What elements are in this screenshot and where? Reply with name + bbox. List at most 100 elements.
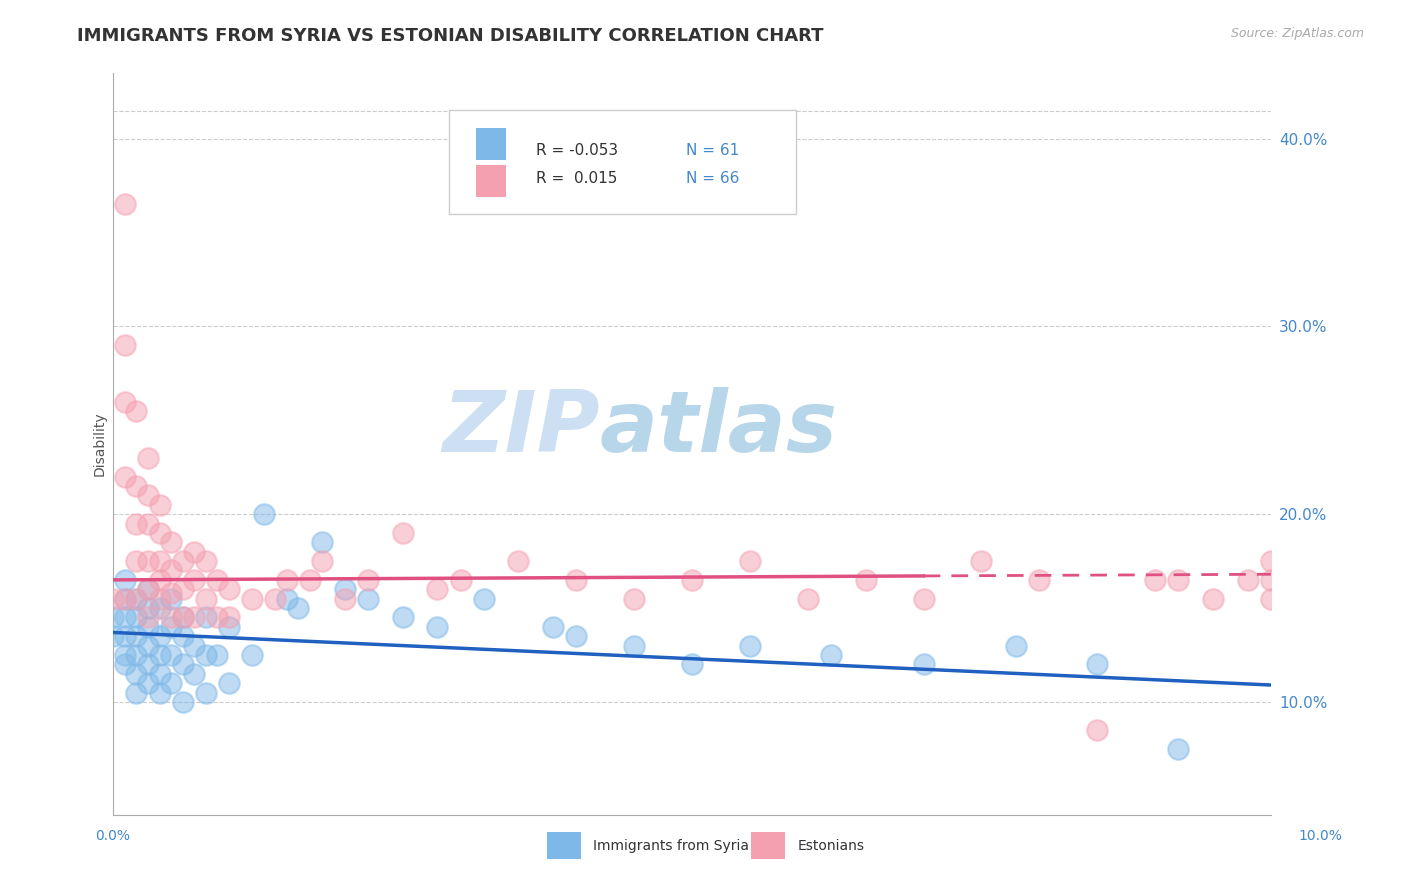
Point — [218, 582, 240, 597]
Point — [797, 591, 820, 606]
FancyBboxPatch shape — [751, 832, 785, 859]
Point — [1260, 554, 1282, 568]
Point — [1167, 742, 1189, 756]
Point — [148, 525, 170, 540]
Point — [114, 394, 136, 409]
Point — [207, 610, 229, 624]
Point — [114, 591, 136, 606]
Text: R =  0.015: R = 0.015 — [536, 170, 617, 186]
Point — [114, 197, 136, 211]
Point — [738, 554, 761, 568]
Point — [508, 554, 530, 568]
Point — [623, 591, 645, 606]
Point — [240, 591, 263, 606]
Point — [148, 591, 170, 606]
FancyBboxPatch shape — [475, 166, 506, 197]
Point — [148, 573, 170, 587]
Point — [172, 554, 194, 568]
Point — [357, 573, 380, 587]
Point — [114, 573, 136, 587]
Text: 10.0%: 10.0% — [1299, 829, 1343, 843]
Point — [183, 545, 205, 559]
Point — [148, 498, 170, 512]
Point — [333, 591, 356, 606]
Point — [541, 620, 564, 634]
Text: N = 66: N = 66 — [686, 170, 740, 186]
Point — [311, 535, 333, 549]
Point — [172, 657, 194, 672]
Point — [1260, 573, 1282, 587]
Point — [426, 582, 449, 597]
Point — [136, 516, 159, 531]
Point — [1144, 573, 1167, 587]
FancyBboxPatch shape — [475, 128, 506, 160]
Point — [240, 648, 263, 662]
Point — [357, 591, 380, 606]
Point — [311, 554, 333, 568]
Point — [623, 639, 645, 653]
Point — [136, 601, 159, 615]
Point — [253, 507, 276, 521]
Text: atlas: atlas — [599, 387, 838, 470]
Point — [136, 450, 159, 465]
Point — [136, 610, 159, 624]
Point — [194, 685, 217, 699]
Point — [136, 676, 159, 690]
Point — [183, 639, 205, 653]
Point — [125, 629, 148, 643]
Point — [1260, 591, 1282, 606]
Point — [125, 648, 148, 662]
Point — [136, 657, 159, 672]
Point — [276, 591, 298, 606]
Point — [299, 573, 322, 587]
Y-axis label: Disability: Disability — [93, 411, 107, 476]
Point — [1005, 639, 1028, 653]
Point — [194, 648, 217, 662]
Point — [912, 657, 935, 672]
Text: 0.0%: 0.0% — [96, 829, 131, 843]
Point — [1167, 573, 1189, 587]
Point — [136, 554, 159, 568]
Point — [148, 648, 170, 662]
Text: Source: ZipAtlas.com: Source: ZipAtlas.com — [1230, 27, 1364, 40]
Point — [136, 582, 159, 597]
Text: Immigrants from Syria: Immigrants from Syria — [593, 838, 749, 853]
Point — [125, 610, 148, 624]
Point — [855, 573, 877, 587]
Point — [114, 591, 136, 606]
Point — [160, 676, 183, 690]
Point — [391, 610, 413, 624]
Point — [1202, 591, 1225, 606]
Point — [103, 610, 125, 624]
Point — [183, 573, 205, 587]
Point — [114, 469, 136, 483]
Point — [136, 620, 159, 634]
Point — [207, 573, 229, 587]
Point — [160, 591, 183, 606]
Point — [391, 525, 413, 540]
Point — [136, 488, 159, 502]
Point — [125, 404, 148, 418]
Point — [125, 666, 148, 681]
Text: Estonians: Estonians — [797, 838, 865, 853]
Point — [183, 666, 205, 681]
Point — [276, 573, 298, 587]
Point — [125, 516, 148, 531]
Point — [565, 573, 588, 587]
Point — [114, 657, 136, 672]
Point — [148, 554, 170, 568]
Point — [148, 666, 170, 681]
Point — [565, 629, 588, 643]
Point — [160, 648, 183, 662]
Point — [172, 629, 194, 643]
Point — [114, 610, 136, 624]
Point — [172, 610, 194, 624]
Point — [912, 591, 935, 606]
Point — [136, 582, 159, 597]
Point — [333, 582, 356, 597]
Point — [125, 685, 148, 699]
Point — [738, 639, 761, 653]
Point — [125, 479, 148, 493]
Point — [114, 338, 136, 352]
Text: IMMIGRANTS FROM SYRIA VS ESTONIAN DISABILITY CORRELATION CHART: IMMIGRANTS FROM SYRIA VS ESTONIAN DISABI… — [77, 27, 824, 45]
